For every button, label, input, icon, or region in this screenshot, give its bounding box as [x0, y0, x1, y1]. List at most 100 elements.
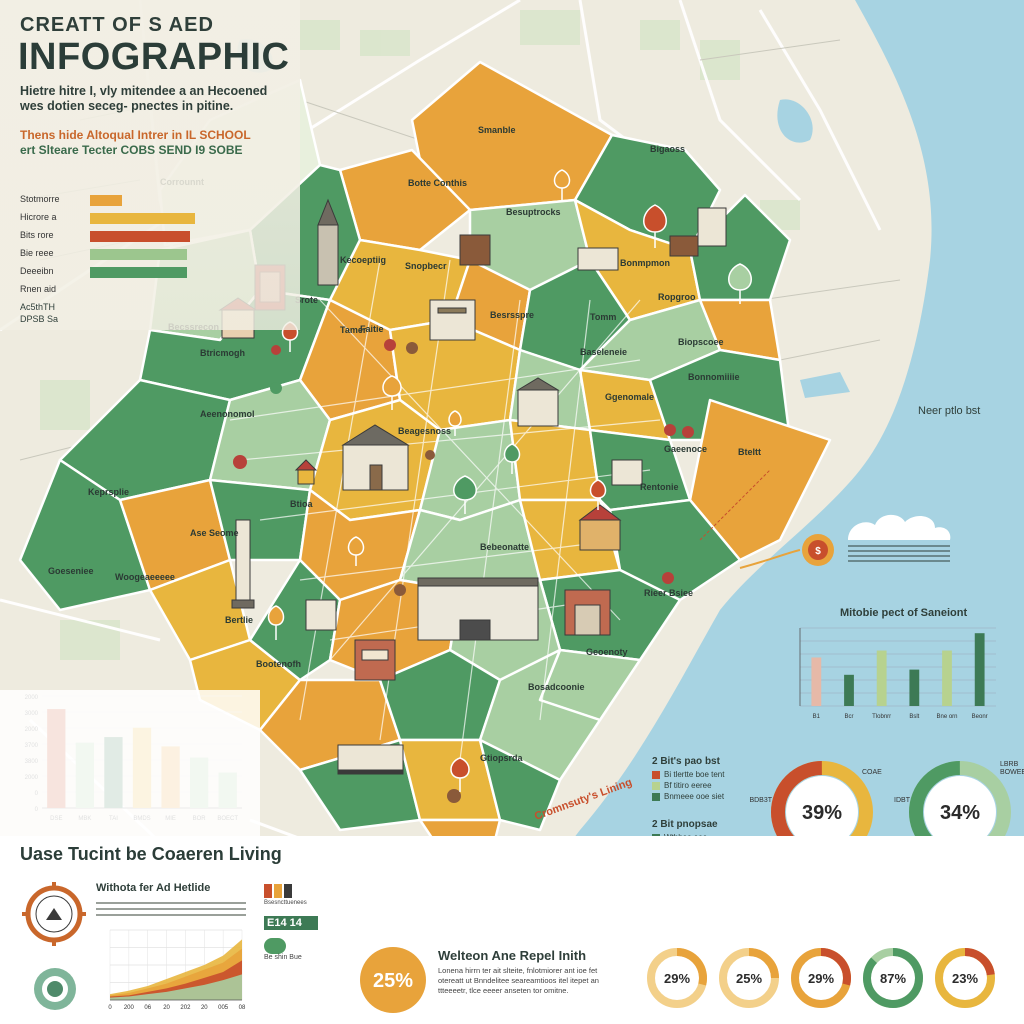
location-pin-icon: [728, 263, 752, 304]
svg-text:25%: 25%: [373, 970, 413, 992]
house-icon: [294, 459, 318, 485]
legend-label: Hicrore a: [20, 212, 57, 222]
living-heading: Uase Tucint be Coaeren Living: [20, 844, 282, 864]
x-tick-label: 20: [163, 1005, 170, 1011]
subtitle-line-2: ert Slteare Tecter COBS SEND I9 SOBE: [20, 143, 243, 157]
library-icon: [564, 589, 611, 636]
location-pin-icon: [347, 536, 365, 566]
map-pins: [267, 169, 752, 792]
legend-extra: Ac5thTH: [20, 302, 56, 312]
district-label: Ropgroo: [658, 292, 696, 302]
donut-label-left: BDB3T: [749, 797, 772, 804]
bar: [974, 633, 985, 706]
svg-text:$: $: [815, 546, 821, 557]
legend-label: Bie reee: [20, 248, 54, 258]
bar: [811, 657, 822, 706]
district-label: Bonnomiiiie: [688, 372, 740, 382]
subtitle-line-1: Thens hide Altoqual Intrer in IL SCHOOL: [20, 128, 251, 142]
ring-arc: [748, 948, 779, 979]
legend-row: Hicrore a: [20, 212, 220, 225]
subtitle: Thens hide Altoqual Intrer in IL SCHOOL …: [20, 128, 280, 158]
legend-row: Deeeibn: [20, 266, 220, 279]
location-pin-icon: [503, 443, 521, 474]
ring-percent: 23%: [952, 971, 978, 986]
donut-hole: [924, 776, 996, 848]
legend-label: Rnen aid: [20, 284, 57, 294]
x-tick-label: Bslt: [909, 714, 919, 720]
globe-icon: [34, 968, 76, 1010]
compass-icon: [22, 882, 86, 946]
legend-row: Bie reee: [20, 248, 220, 261]
bar: [876, 650, 887, 706]
school-icon: [354, 639, 396, 681]
location-pin-icon: [450, 757, 470, 792]
legend-swatch: [652, 770, 660, 779]
district-label: Ase Seome: [190, 528, 239, 538]
district-label: Tomm: [590, 312, 616, 322]
factory-icon: [578, 504, 622, 551]
ring-percent: 29%: [808, 971, 834, 986]
location-pin-icon: [553, 169, 571, 200]
district-label: Botte Conthis: [408, 178, 467, 188]
district-label: Kecoeptiig: [340, 255, 386, 265]
district-label: Bosadcoonie: [528, 682, 585, 692]
legend-bar: [90, 213, 195, 224]
district-label: Bteltt: [738, 447, 761, 457]
legend-bar: [90, 249, 187, 260]
x-tick-label: 08: [239, 1005, 246, 1011]
donut-legend-row: Bf titiro eeree: [652, 781, 772, 790]
card1-text-lines: [96, 898, 246, 920]
right-bar-chart: B1 Bcr Tlobnrr Bslt Bne orn Beonr: [799, 627, 996, 720]
legend-label: Deeeibn: [20, 266, 54, 276]
location-pin-icon: [448, 410, 462, 436]
district-label: Bertlie: [225, 615, 253, 625]
stat-circle: 25%: [360, 947, 426, 1013]
tram-icon: [337, 744, 404, 775]
ring-percent: 87%: [880, 971, 906, 986]
legend-text: Bf titiro eeree: [664, 781, 712, 790]
legend-label: Stotmorre: [20, 194, 60, 204]
text-block-title: Welteon Ane Repel Inith: [438, 948, 587, 963]
district-label: Rentonie: [640, 482, 679, 492]
location-pin-icon: [589, 479, 607, 510]
x-tick-label: 0: [108, 1005, 112, 1011]
district-label: Snopbecr: [405, 261, 447, 271]
page-kicker: CREATT OF S AED: [20, 14, 214, 36]
water-inlet: [777, 99, 813, 143]
cloud-icon: [848, 514, 951, 562]
district-label: Biopscoee: [678, 337, 724, 347]
donut-label-top: LBRB: [1000, 761, 1019, 768]
x-tick-label: 20: [201, 1005, 208, 1011]
card1-item-3: Be shin Bue: [264, 954, 302, 961]
district-label: Goeseniee: [48, 566, 94, 576]
bar: [942, 650, 952, 706]
district-label: Gaeenoce: [664, 444, 707, 454]
x-tick-label: 202: [180, 1005, 191, 1011]
district-label: Baseleneie: [580, 347, 627, 357]
card1-items: Bsesncttuenees E14 14 Be shin Bue: [264, 884, 324, 961]
district-label: Rieer Bsiee: [644, 588, 693, 598]
ring-percent: 25%: [736, 971, 762, 986]
legend-bar: [90, 231, 190, 242]
district-label: Bonmpmon: [620, 258, 670, 268]
city-hall-icon: [341, 424, 410, 491]
intro-text: Hietre hitre I, vly mitendee a an Hecoen…: [20, 84, 268, 113]
right-bar-chart-title: Mitobie pect of Saneiont: [840, 607, 968, 619]
bottom-panel-left: [0, 690, 260, 836]
district-label: Geoenoty: [586, 647, 628, 657]
legend-bar: [90, 195, 122, 206]
ring-arc: [676, 948, 707, 986]
station-icon: [459, 234, 619, 271]
donut-percent: 39%: [802, 802, 842, 824]
lighthouse-icon: [231, 519, 255, 609]
ring-arc: [863, 948, 923, 1008]
building-cluster-icon: [264, 884, 324, 898]
district-label: Btricmogh: [200, 348, 245, 358]
x-tick-label: Bcr: [845, 714, 854, 720]
percent-rings: 29% 25% 29% 87% 23%: [647, 948, 995, 1008]
donut-percent: 34%: [940, 802, 980, 824]
mansion-icon: [669, 207, 727, 257]
bar: [909, 669, 920, 706]
district-label: Besrsspre: [490, 310, 534, 320]
